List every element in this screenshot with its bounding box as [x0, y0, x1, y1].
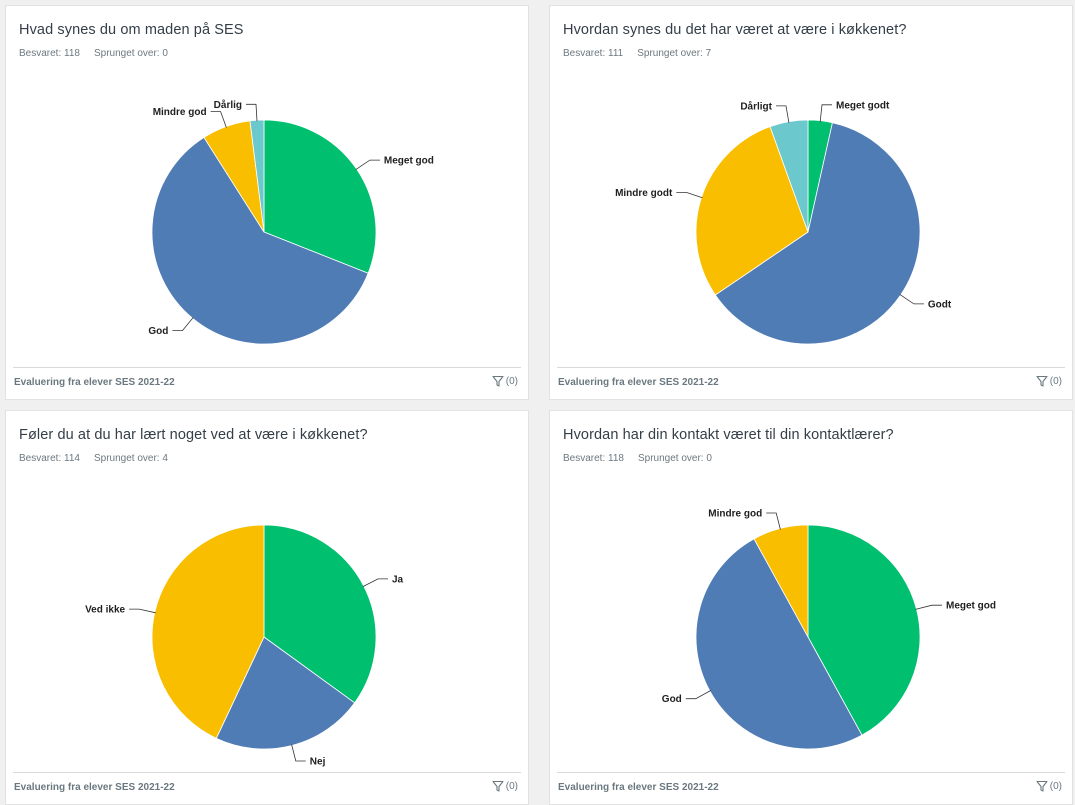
- slice-label-god: God: [148, 326, 168, 337]
- slice-label-mindre-god: Mindre god: [153, 107, 207, 118]
- slice-label-meget-godt: Meget godt: [836, 100, 890, 111]
- slice-label-ved-ikke: Ved ikke: [85, 605, 125, 616]
- survey-name: Evaluering fra elever SES 2021-22: [558, 782, 719, 793]
- leader-line-ja: [362, 578, 388, 587]
- skipped-count: Sprunget over: 0: [637, 453, 712, 464]
- filter-count: (0): [1049, 780, 1062, 792]
- skipped-count: Sprunget over: 7: [637, 48, 712, 59]
- slice-label-godt: Godt: [928, 299, 952, 310]
- slice-label-darligt: Dårligt: [740, 100, 772, 112]
- slice-label-darlig: Dårlig: [214, 99, 242, 111]
- pie-chart: Meget god God Mindre god Dårlig: [148, 99, 434, 345]
- question-card: Hvordan synes du det har været at være i…: [549, 5, 1073, 400]
- slice-label-meget-god: Meget god: [946, 601, 996, 612]
- survey-name: Evaluering fra elever SES 2021-22: [558, 377, 719, 388]
- slice-label-meget-god: Meget god: [384, 156, 434, 167]
- question-title: Hvordan har din kontakt været til din ko…: [563, 427, 894, 443]
- response-stats: Besvaret: 118 Sprunget over: 0: [19, 48, 168, 59]
- filter-button[interactable]: (0): [1036, 780, 1062, 792]
- footer-divider: [557, 367, 1065, 368]
- question-title: Hvad synes du om maden på SES: [19, 22, 244, 38]
- question-card: Hvordan har din kontakt været til din ko…: [549, 410, 1073, 805]
- question-card: Hvad synes du om maden på SES Besvaret: …: [5, 5, 529, 400]
- question-card: Føler du at du har lært noget ved at vær…: [5, 410, 529, 805]
- slice-label-mindre-god: Mindre god: [708, 509, 762, 520]
- survey-name: Evaluering fra elever SES 2021-22: [14, 782, 175, 793]
- slice-label-nej: Nej: [310, 757, 326, 768]
- leader-line-mindre-god: [210, 111, 227, 128]
- pie-chart: Meget godt Godt Mindre godt Dårligt: [615, 100, 952, 345]
- leader-line-darligt: [776, 105, 790, 123]
- filter-button[interactable]: (0): [1036, 375, 1062, 387]
- leader-line-meget-godt: [819, 104, 832, 122]
- answered-count: Besvaret: 111: [563, 48, 624, 59]
- skipped-count: Sprunget over: 4: [93, 453, 168, 464]
- leader-line-mindre-god: [766, 512, 781, 530]
- filter-count: (0): [1049, 375, 1062, 387]
- slice-label-mindre-godt: Mindre godt: [615, 188, 673, 199]
- filter-icon: [492, 375, 504, 387]
- response-stats: Besvaret: 114 Sprunget over: 4: [19, 453, 168, 464]
- leader-line-ved-ikke: [129, 608, 156, 614]
- filter-count: (0): [505, 375, 518, 387]
- question-title: Hvordan synes du det har været at være i…: [563, 22, 907, 38]
- answered-count: Besvaret: 114: [19, 453, 80, 464]
- leader-line-darlig: [246, 103, 258, 122]
- filter-button[interactable]: (0): [492, 780, 518, 792]
- leader-line-nej: [291, 744, 306, 762]
- leader-line-meget-god: [355, 159, 380, 170]
- leader-line-mindre-godt: [676, 192, 703, 199]
- filter-icon: [1036, 375, 1048, 387]
- slice-label-god: God: [662, 694, 682, 705]
- leader-line-meget-god: [915, 604, 942, 610]
- footer-divider: [13, 772, 521, 773]
- skipped-count: Sprunget over: 0: [93, 48, 168, 59]
- leader-line-god: [172, 317, 194, 332]
- pie-chart: Ja Nej Ved ikke: [85, 524, 404, 768]
- filter-icon: [492, 780, 504, 792]
- filter-count: (0): [505, 780, 518, 792]
- leader-line-god: [685, 690, 711, 700]
- response-stats: Besvaret: 118 Sprunget over: 0: [563, 453, 712, 464]
- question-title: Føler du at du har lært noget ved at vær…: [19, 427, 368, 443]
- response-stats: Besvaret: 111 Sprunget over: 7: [563, 48, 711, 59]
- filter-icon: [1036, 780, 1048, 792]
- answered-count: Besvaret: 118: [19, 48, 80, 59]
- slice-label-ja: Ja: [392, 574, 404, 585]
- footer-divider: [557, 772, 1065, 773]
- filter-button[interactable]: (0): [492, 375, 518, 387]
- pie-chart: Meget god God Mindre god: [662, 509, 996, 750]
- survey-name: Evaluering fra elever SES 2021-22: [14, 377, 175, 388]
- leader-line-godt: [899, 294, 924, 305]
- footer-divider: [13, 367, 521, 368]
- answered-count: Besvaret: 118: [563, 453, 624, 464]
